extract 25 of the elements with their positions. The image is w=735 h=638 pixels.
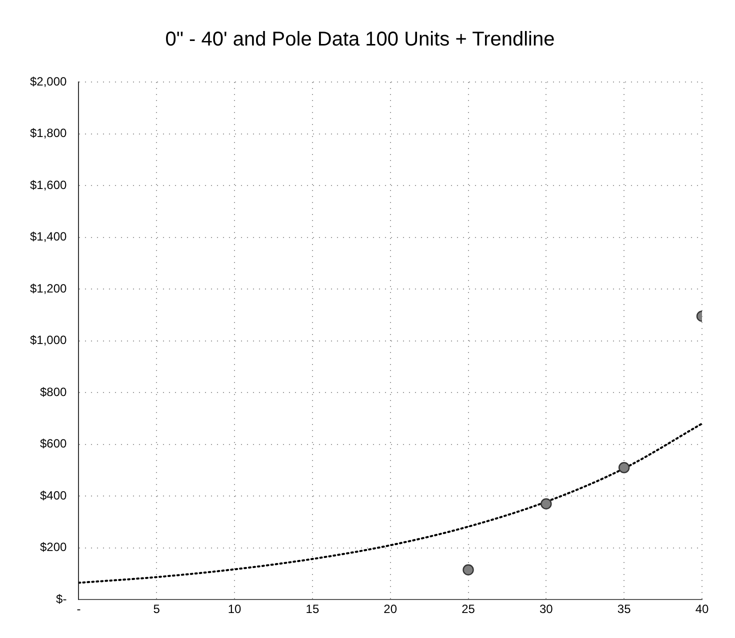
y-tick-label: $400 <box>40 488 68 502</box>
y-tick-label: $800 <box>40 384 68 399</box>
x-tick-label: 15 <box>306 602 320 616</box>
y-tick-label: $1,000 <box>30 333 68 348</box>
x-tick-label: 40 <box>695 602 709 616</box>
y-tick-label: $1,200 <box>30 281 68 296</box>
point <box>540 498 552 510</box>
y-tick-label: $600 <box>40 436 68 451</box>
x-tick-label: 35 <box>617 602 632 616</box>
line-series <box>78 422 702 584</box>
x-tick-label: 20 <box>384 602 398 616</box>
point <box>462 564 474 576</box>
y-tick-label: $1,600 <box>30 178 68 192</box>
x-tick-label: 30 <box>539 602 554 616</box>
chart-title: 0" - 40' and Pole Data 100 Units + Trendline <box>165 28 555 51</box>
x-tick-label: 25 <box>462 602 476 616</box>
y-tick-label: $1,800 <box>30 126 68 140</box>
y-tick-label: $1,400 <box>30 230 68 244</box>
point <box>618 462 630 474</box>
x-tick-label: - <box>76 602 81 616</box>
y-tick-label: $2,000 <box>30 74 68 88</box>
x-tick-label: 10 <box>228 602 242 616</box>
y-tick-label: $- <box>56 592 67 606</box>
y-tick-label: $200 <box>40 540 68 554</box>
x-tick-label: 5 <box>153 602 160 616</box>
